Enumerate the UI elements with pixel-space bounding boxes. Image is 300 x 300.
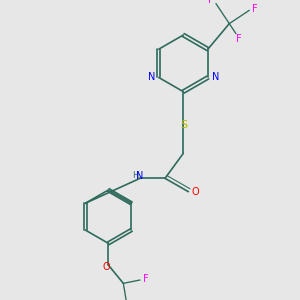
Text: F: F [253,4,258,14]
Text: N: N [136,171,144,181]
Text: N: N [148,73,156,82]
Text: N: N [212,73,219,82]
Text: O: O [103,262,110,272]
Text: S: S [180,120,187,130]
Text: F: F [208,0,214,4]
Text: F: F [143,274,149,284]
Text: H: H [132,171,138,180]
Text: O: O [192,187,200,197]
Text: F: F [236,34,242,44]
